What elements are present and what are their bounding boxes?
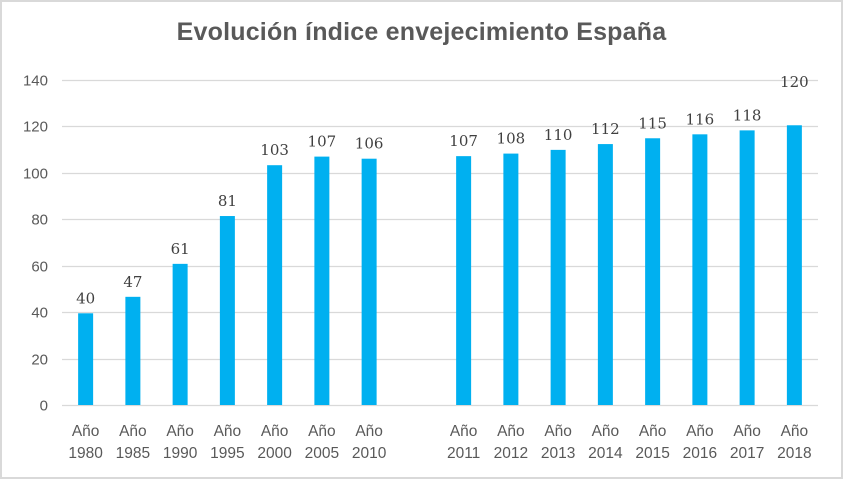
x-tick-label-year: 2011 xyxy=(447,445,480,462)
x-tick-label-year: 2005 xyxy=(305,445,339,462)
x-tick-label-year: 2018 xyxy=(777,445,811,462)
data-label: 118 xyxy=(733,106,762,124)
x-tick-label-year: 2012 xyxy=(494,445,528,462)
data-label: 107 xyxy=(449,132,478,150)
data-label: 110 xyxy=(544,126,573,144)
x-tick-label-year: 2016 xyxy=(683,445,717,462)
data-label: 81 xyxy=(218,192,237,210)
y-tick-label: 0 xyxy=(40,398,48,415)
data-label: 61 xyxy=(171,240,190,258)
bar xyxy=(786,125,802,406)
bar xyxy=(597,144,613,406)
bar xyxy=(503,153,519,405)
bar xyxy=(456,156,472,405)
x-axis: Año 1980 Año 1985 Año 1990 Año 1995 Año 2000 Año 20… xyxy=(68,423,811,462)
x-tick-label-word: Año xyxy=(308,423,336,440)
data-label: 108 xyxy=(497,130,526,148)
x-tick-label-word: Año xyxy=(214,423,242,440)
x-tick-label-word: Año xyxy=(544,423,572,440)
x-tick-label-year: 1995 xyxy=(210,445,244,462)
y-tick-label: 20 xyxy=(31,352,48,369)
data-label: 47 xyxy=(123,273,142,291)
bar xyxy=(645,138,661,405)
bar xyxy=(125,296,141,405)
y-tick-label: 100 xyxy=(23,166,48,183)
bars xyxy=(78,125,802,406)
chart-title: Evolución índice envejecimiento España xyxy=(176,18,667,46)
bar xyxy=(739,130,755,405)
y-axis: 0 20 40 60 80 100 120 140 xyxy=(23,73,48,415)
x-tick-label-year: 2000 xyxy=(257,445,292,462)
y-tick-label: 60 xyxy=(31,259,48,276)
bar xyxy=(172,263,188,405)
x-tick-label-word: Año xyxy=(497,423,525,440)
x-tick-label-year: 2014 xyxy=(588,445,623,462)
x-tick-label-year: 2010 xyxy=(352,445,387,462)
x-tick-label-word: Año xyxy=(733,423,761,440)
x-tick-label-word: Año xyxy=(686,423,714,440)
bar xyxy=(550,149,566,405)
data-label: 40 xyxy=(76,289,95,307)
y-tick-label: 140 xyxy=(23,73,48,90)
data-label: 106 xyxy=(355,135,384,153)
y-tick-label: 40 xyxy=(31,305,48,322)
x-tick-label-year: 1985 xyxy=(116,445,150,462)
data-labels: 40 47 61 81 103 107 106 107 108 110 112 115 116 118 12… xyxy=(76,73,809,307)
y-tick-label: 80 xyxy=(31,212,48,229)
data-label: 107 xyxy=(308,133,337,151)
x-tick-label-word: Año xyxy=(639,423,667,440)
data-label: 115 xyxy=(638,114,667,132)
x-tick-label-year: 1980 xyxy=(68,445,103,462)
x-tick-label-word: Año xyxy=(166,423,194,440)
bar xyxy=(267,165,283,405)
x-tick-label-word: Año xyxy=(261,423,289,440)
x-tick-label-year: 1990 xyxy=(163,445,198,462)
x-tick-label-year: 2015 xyxy=(635,445,669,462)
x-tick-label-word: Año xyxy=(781,423,809,440)
x-tick-label-word: Año xyxy=(72,423,100,440)
x-tick-label-year: 2017 xyxy=(730,445,764,462)
data-label: 112 xyxy=(591,120,620,138)
x-tick-label-word: Año xyxy=(119,423,147,440)
y-tick-label: 120 xyxy=(23,119,48,136)
x-tick-label-word: Año xyxy=(355,423,383,440)
data-label: 120 xyxy=(780,73,809,91)
bar xyxy=(692,134,708,406)
gridlines xyxy=(62,79,818,407)
x-tick-label-word: Año xyxy=(450,423,478,440)
x-tick-label-year: 2013 xyxy=(541,445,575,462)
bar xyxy=(361,158,377,405)
bar xyxy=(78,313,94,405)
bar xyxy=(314,156,330,405)
data-label: 116 xyxy=(686,110,715,128)
data-label: 103 xyxy=(260,141,289,159)
bar xyxy=(219,216,235,405)
x-tick-label-word: Año xyxy=(592,423,620,440)
